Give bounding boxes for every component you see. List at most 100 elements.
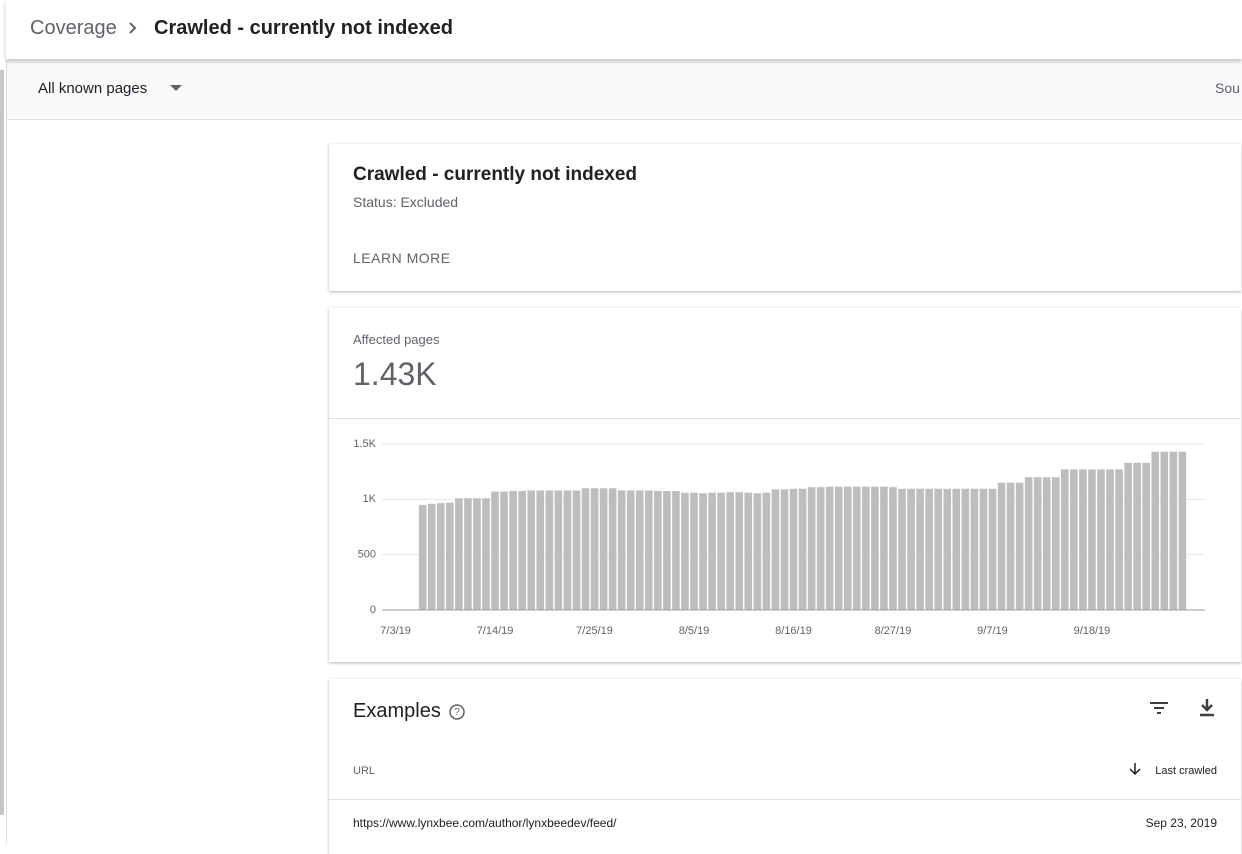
bar bbox=[1006, 482, 1015, 610]
bar bbox=[663, 491, 671, 610]
bar bbox=[1124, 462, 1132, 610]
header: Coverage Crawled - currently not indexed bbox=[6, 0, 1242, 59]
bar bbox=[889, 487, 897, 610]
bar bbox=[509, 491, 517, 610]
status-card: Crawled - currently not indexed Status: … bbox=[329, 144, 1241, 291]
bar bbox=[825, 486, 834, 610]
x-tick-label: 8/27/19 bbox=[875, 625, 912, 637]
divider bbox=[329, 418, 1241, 419]
bar bbox=[834, 486, 843, 610]
bar bbox=[807, 487, 816, 610]
url-cell[interactable]: https://www.lynxbee.com/author/lynxbeede… bbox=[353, 816, 617, 830]
bar bbox=[1178, 451, 1187, 610]
bar bbox=[907, 488, 915, 610]
y-tick-label: 1K bbox=[363, 493, 377, 505]
bar bbox=[418, 504, 427, 610]
bar bbox=[1151, 451, 1160, 610]
learn-more-link[interactable]: LEARN MORE bbox=[353, 250, 451, 266]
filter-bar: All known pages Sou bbox=[7, 60, 1242, 120]
bar bbox=[690, 492, 698, 610]
bar bbox=[753, 493, 762, 610]
x-tick-label: 9/7/19 bbox=[977, 625, 1008, 637]
bar bbox=[1051, 477, 1060, 610]
source-label: Sou bbox=[1215, 80, 1240, 96]
bar bbox=[708, 492, 716, 610]
date-cell: Sep 23, 2019 bbox=[1145, 816, 1217, 830]
bar bbox=[681, 492, 689, 610]
bar bbox=[1070, 469, 1078, 610]
download-icon[interactable] bbox=[1197, 697, 1217, 719]
bar bbox=[572, 490, 581, 610]
column-header[interactable]: URL bbox=[353, 765, 376, 777]
bar bbox=[1061, 469, 1069, 610]
bar bbox=[771, 489, 780, 610]
bar bbox=[644, 490, 653, 610]
y-tick-label: 0 bbox=[370, 604, 376, 616]
filter-dropdown[interactable]: All known pages bbox=[38, 80, 148, 97]
summary-value: 1.43K bbox=[353, 356, 437, 392]
filter-icon[interactable] bbox=[1148, 699, 1170, 717]
bar bbox=[536, 490, 545, 610]
bar bbox=[455, 498, 463, 610]
bar bbox=[446, 502, 454, 610]
bar bbox=[1033, 477, 1042, 610]
bar bbox=[871, 486, 879, 610]
bar bbox=[1079, 469, 1087, 610]
bar bbox=[635, 490, 644, 610]
x-tick-label: 7/14/19 bbox=[477, 625, 514, 637]
bar bbox=[608, 488, 617, 610]
help-icon[interactable]: ? bbox=[448, 703, 466, 721]
bar bbox=[1169, 451, 1178, 610]
bar bbox=[464, 498, 472, 610]
bar bbox=[581, 488, 590, 610]
bar bbox=[735, 492, 744, 610]
bar bbox=[880, 486, 888, 610]
bar bbox=[482, 498, 490, 610]
sort-icon bbox=[1129, 763, 1141, 776]
bar bbox=[654, 491, 662, 610]
bar bbox=[1042, 477, 1051, 610]
summary-label: Affected pages bbox=[353, 332, 440, 347]
bar bbox=[898, 488, 906, 610]
column-header[interactable]: Last crawled bbox=[1155, 765, 1217, 777]
bar bbox=[816, 487, 825, 610]
bar bbox=[843, 486, 852, 610]
bar bbox=[1160, 451, 1169, 610]
bar bbox=[789, 488, 798, 610]
bar bbox=[590, 488, 599, 610]
bar bbox=[862, 486, 870, 610]
x-tick-label: 7/25/19 bbox=[576, 625, 613, 637]
bar bbox=[717, 492, 725, 610]
bar bbox=[436, 503, 445, 610]
status-text: Status: Excluded bbox=[353, 194, 459, 210]
bar bbox=[427, 503, 436, 610]
bar bbox=[545, 490, 554, 610]
chart-card: Affected pages 1.43K 0 500 1K 1.5K 7/3/19 7/1… bbox=[329, 308, 1241, 662]
x-tick-label: 9/18/19 bbox=[1074, 625, 1111, 637]
bar bbox=[1015, 482, 1024, 610]
bar bbox=[1133, 462, 1141, 610]
bar bbox=[961, 488, 970, 610]
y-tick-label: 500 bbox=[358, 549, 376, 561]
x-tick-label: 8/5/19 bbox=[679, 625, 710, 637]
bar bbox=[916, 488, 924, 610]
bar bbox=[943, 488, 952, 610]
bar bbox=[979, 488, 988, 610]
bar bbox=[527, 490, 536, 610]
bar bbox=[554, 490, 563, 610]
bar bbox=[563, 490, 572, 610]
bar bbox=[997, 482, 1006, 610]
bar bbox=[726, 492, 734, 610]
divider bbox=[329, 799, 1241, 800]
bar bbox=[853, 486, 861, 610]
bar bbox=[518, 491, 526, 610]
bar bbox=[626, 490, 635, 610]
bar bbox=[925, 488, 933, 610]
bar bbox=[672, 491, 680, 610]
scrollbar bbox=[0, 70, 4, 815]
x-tick-label: 7/3/19 bbox=[380, 625, 411, 637]
breadcrumb-link[interactable]: Coverage bbox=[30, 17, 117, 39]
bar bbox=[617, 490, 626, 610]
breadcrumb-current: Crawled - currently not indexed bbox=[154, 17, 453, 39]
